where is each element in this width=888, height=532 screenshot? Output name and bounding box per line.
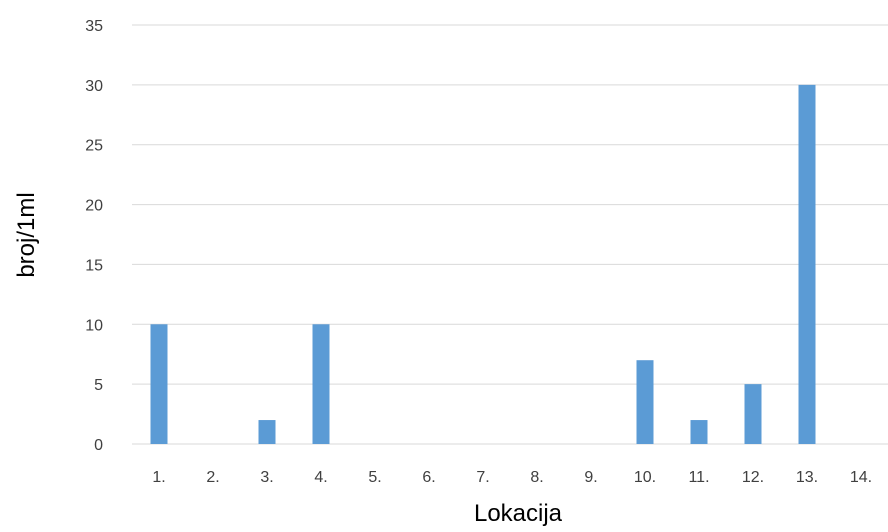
- x-tick-label: 10.: [634, 469, 656, 486]
- x-tick-label: 6.: [422, 469, 435, 486]
- x-tick-label: 13.: [796, 469, 818, 486]
- bar-12: [745, 384, 762, 444]
- y-tick-label: 35: [85, 18, 103, 35]
- x-tick-label: 3.: [260, 469, 273, 486]
- bar-1: [151, 324, 168, 444]
- bar-10: [637, 360, 654, 444]
- x-axis-title: Lokacija: [474, 500, 563, 527]
- y-tick-label: 10: [85, 317, 103, 334]
- x-tick-label: 4.: [314, 469, 327, 486]
- x-tick-label: 12.: [742, 469, 764, 486]
- gridlines: [132, 25, 888, 444]
- y-tick-label: 15: [85, 257, 103, 274]
- y-tick-label: 0: [94, 437, 103, 454]
- y-tick-labels: 0 5 10 15 20 25 30 35: [85, 18, 103, 454]
- x-tick-label: 14.: [850, 469, 872, 486]
- y-axis-title: broj/1ml: [13, 192, 40, 277]
- x-tick-label: 2.: [206, 469, 219, 486]
- x-tick-label: 11.: [688, 469, 709, 486]
- bar-11: [691, 420, 708, 444]
- x-tick-label: 7.: [476, 469, 489, 486]
- y-tick-label: 25: [85, 138, 103, 155]
- x-tick-label: 8.: [530, 469, 543, 486]
- x-tick-label: 5.: [368, 469, 381, 486]
- y-tick-label: 20: [85, 198, 103, 215]
- bar-13: [799, 85, 816, 444]
- y-tick-label: 5: [94, 377, 103, 394]
- bar-4: [313, 324, 330, 444]
- x-tick-label: 9.: [584, 469, 597, 486]
- x-tick-label: 1.: [152, 469, 165, 486]
- x-tick-labels: 1. 2. 3. 4. 5. 6. 7. 8. 9. 10. 11. 12. 13. 14.: [152, 469, 872, 486]
- bar-3: [259, 420, 276, 444]
- y-tick-label: 30: [85, 78, 103, 95]
